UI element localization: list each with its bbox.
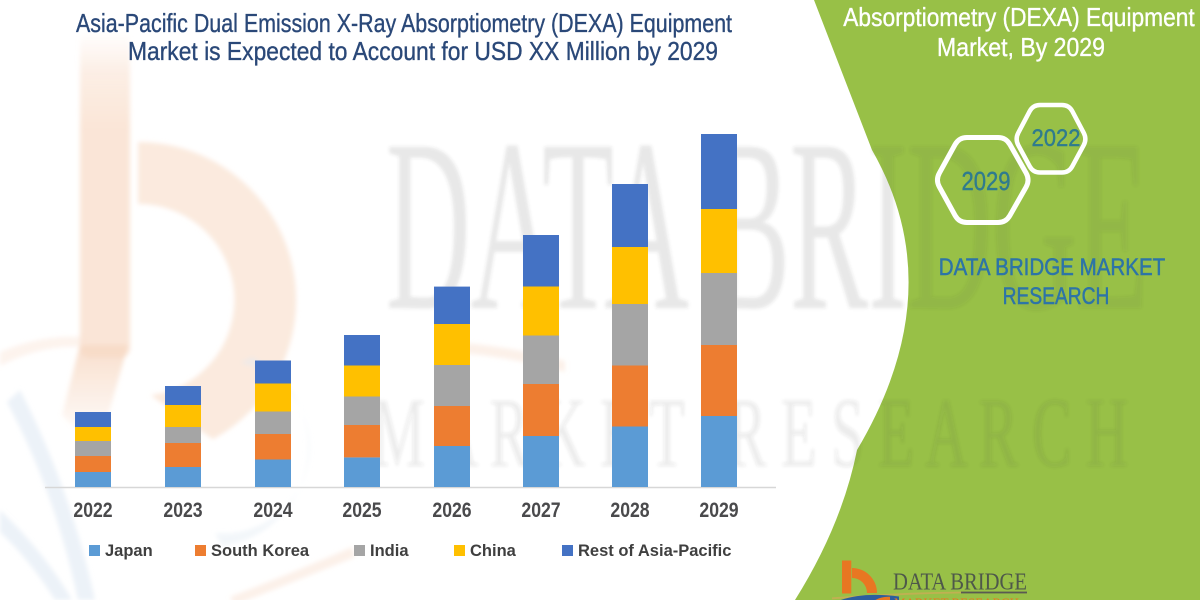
svg-text:DATA BRIDGE: DATA BRIDGE	[893, 570, 1027, 596]
svg-text:MARKET RESEARCH: MARKET RESEARCH	[894, 597, 1019, 600]
